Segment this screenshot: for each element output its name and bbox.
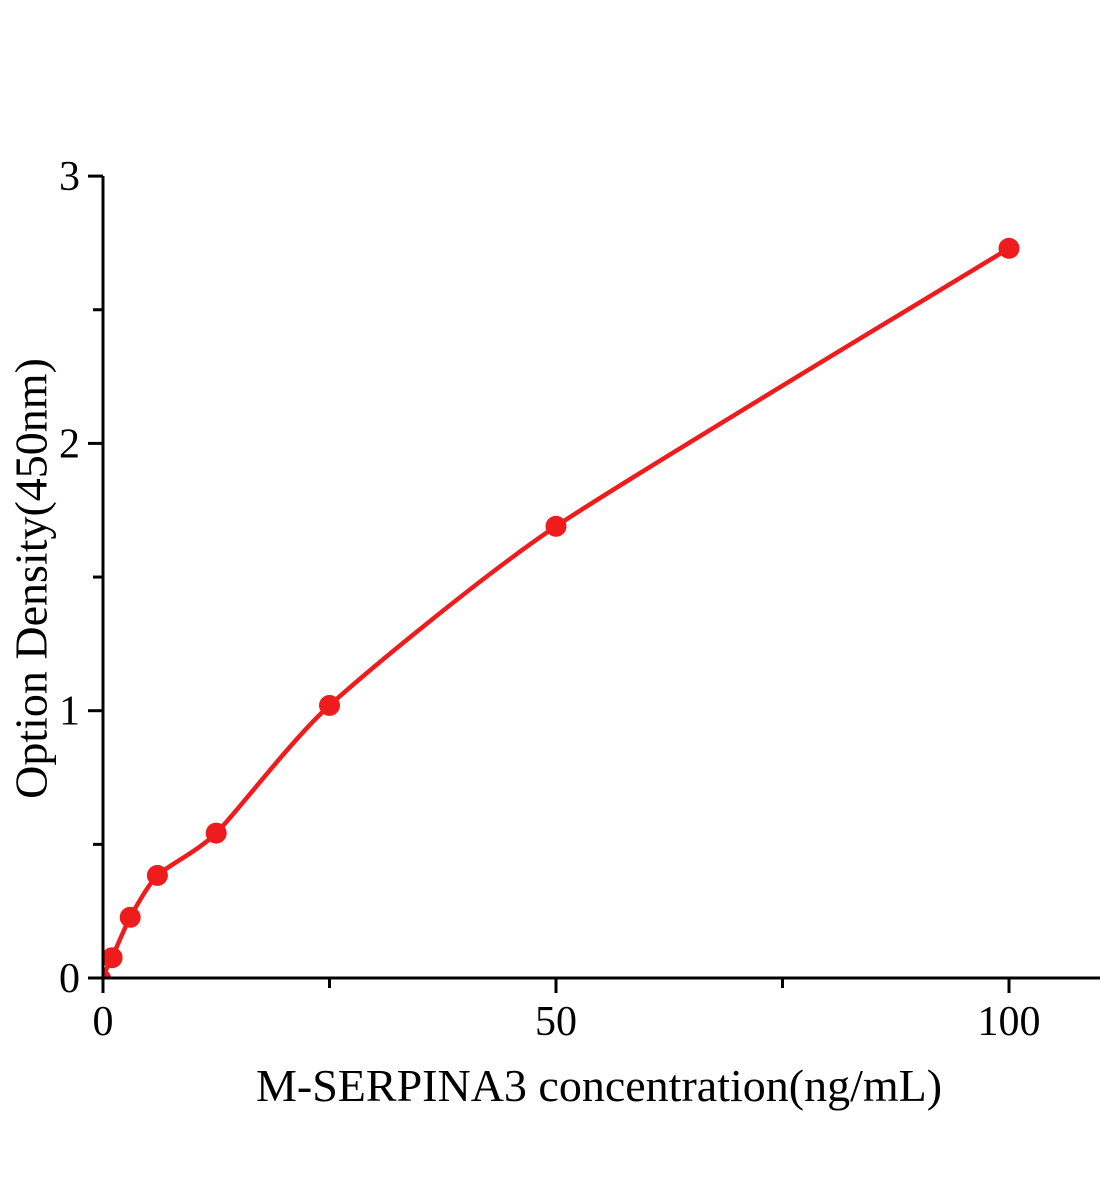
svg-text:0: 0 [59, 956, 80, 1002]
svg-text:0: 0 [93, 999, 114, 1045]
svg-text:50: 50 [535, 999, 577, 1045]
svg-text:M-SERPINA3 concentration(ng/mL: M-SERPINA3 concentration(ng/mL) [256, 1060, 942, 1111]
svg-text:Option Density(450nm): Option Density(450nm) [6, 358, 57, 799]
svg-text:1: 1 [59, 689, 80, 735]
svg-text:3: 3 [59, 154, 80, 200]
svg-text:100: 100 [978, 999, 1041, 1045]
svg-text:2: 2 [59, 421, 80, 467]
